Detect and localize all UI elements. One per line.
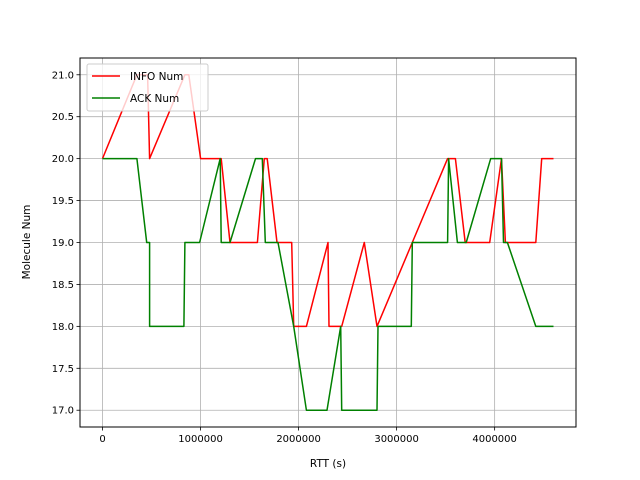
x-tick-label: 2000000: [276, 434, 321, 445]
y-tick-label: 19.0: [52, 238, 74, 249]
y-tick-label: 20.5: [52, 112, 74, 123]
y-tick-label: 17.0: [52, 406, 74, 417]
ack-num-line: [102, 157, 554, 411]
ticks: 0 1000000 2000000 3000000 4000000 17.0 17.5 18.…: [52, 70, 517, 445]
legend: INFO Num ACK Num: [86, 63, 209, 112]
y-tick-label: 19.5: [52, 196, 74, 207]
x-tick-label: 3000000: [374, 434, 419, 445]
y-tick-label: 20.0: [52, 154, 74, 165]
y-axis-label: Molecule Num: [21, 205, 33, 280]
x-tick-label: 1000000: [178, 434, 223, 445]
y-tick-label: 18.0: [52, 322, 74, 333]
y-tick-label: 21.0: [52, 70, 74, 81]
y-tick-label: 17.5: [52, 364, 74, 375]
x-axis-label: RTT (s): [310, 458, 346, 470]
x-tick-label: 4000000: [472, 434, 517, 445]
x-tick-label: 0: [99, 434, 105, 445]
legend-label: INFO Num: [130, 71, 183, 83]
y-tick-label: 18.5: [52, 280, 74, 291]
legend-label: ACK Num: [130, 93, 179, 105]
